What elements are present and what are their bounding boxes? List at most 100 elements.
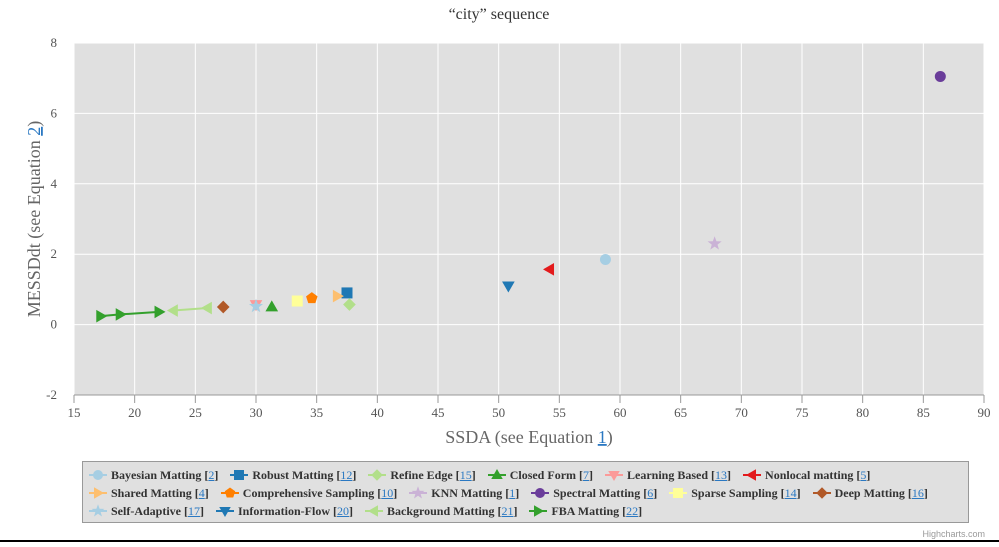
series-shared-matting bbox=[332, 289, 344, 303]
plot-area bbox=[74, 43, 984, 395]
triangle-right-icon bbox=[89, 487, 107, 499]
data-point-background-matting[interactable] bbox=[200, 301, 212, 315]
x-tick-label: 50 bbox=[492, 405, 505, 420]
y-axis-equation-link[interactable]: 2 bbox=[24, 127, 44, 136]
credits-link[interactable]: Highcharts.com bbox=[922, 529, 985, 539]
x-axis-equation-link[interactable]: 1 bbox=[598, 427, 607, 447]
series-fba-matting bbox=[96, 305, 166, 323]
legend-label: Refine Edge [ bbox=[390, 467, 460, 482]
legend-item-nonlocal-matting[interactable]: Nonlocal matting [5] bbox=[743, 468, 870, 483]
x-tick-label: 45 bbox=[432, 405, 445, 420]
legend-item-comprehensive-sampling[interactable]: Comprehensive Sampling [10] bbox=[220, 485, 398, 501]
data-point-nonlocal-matting[interactable] bbox=[543, 263, 555, 276]
legend-citation-link[interactable]: 17 bbox=[188, 503, 200, 518]
data-point-self-adaptive[interactable] bbox=[248, 298, 264, 313]
legend-citation-link[interactable]: 21 bbox=[501, 503, 514, 518]
legend-label-suffix: ] bbox=[393, 485, 398, 500]
legend-item-spectral-matting[interactable]: Spectral Matting [6] bbox=[531, 486, 657, 501]
legend-item-bayesian-matting[interactable]: Bayesian Matting [2] bbox=[89, 468, 218, 483]
legend-citation-link[interactable]: 20 bbox=[337, 503, 349, 518]
legend-citation-link[interactable]: 10 bbox=[381, 485, 394, 500]
triangle-right-icon bbox=[529, 505, 548, 517]
data-point-closed-form[interactable] bbox=[265, 300, 279, 312]
triangle-left-icon bbox=[365, 505, 383, 517]
legend-label-suffix: ] bbox=[204, 485, 209, 500]
data-point-shared-matting[interactable] bbox=[332, 289, 344, 303]
legend-label-suffix: ] bbox=[214, 467, 219, 482]
x-axis-title: SSDA (see Equation 1) bbox=[445, 427, 613, 448]
square-icon bbox=[230, 470, 249, 480]
circle-icon bbox=[531, 488, 550, 498]
x-tick-label: 90 bbox=[978, 405, 991, 420]
legend-citation-link[interactable]: 2 bbox=[208, 467, 215, 482]
legend-label-suffix: ] bbox=[589, 467, 594, 482]
legend-item-refine-edge[interactable]: Refine Edge [15] bbox=[368, 467, 476, 483]
data-point-deep-matting[interactable] bbox=[216, 300, 230, 314]
y-axis-title: MESSDdt (see Equation 2) bbox=[24, 121, 45, 318]
legend-label: Deep Matting [ bbox=[834, 485, 912, 500]
legend-item-shared-matting[interactable]: Shared Matting [4] bbox=[89, 486, 209, 501]
data-point-knn-matting[interactable] bbox=[707, 236, 722, 250]
series-deep-matting bbox=[216, 300, 230, 314]
legend-item-information-flow[interactable]: Information-Flow [20] bbox=[216, 504, 353, 519]
legend-citation-link[interactable]: 5 bbox=[860, 467, 867, 482]
legend-citation-link[interactable]: 14 bbox=[784, 485, 797, 500]
legend-label: Background Matting [ bbox=[387, 503, 502, 518]
data-point-spectral-matting[interactable] bbox=[934, 70, 946, 82]
legend-citation-link[interactable]: 13 bbox=[715, 467, 728, 482]
data-point-refine-edge[interactable] bbox=[343, 298, 356, 311]
legend-citation-link[interactable]: 1 bbox=[509, 485, 516, 500]
circle-icon bbox=[89, 470, 107, 480]
legend-item-learning-based[interactable]: Learning Based [13] bbox=[605, 468, 731, 483]
legend-label: Self-Adaptive [ bbox=[111, 503, 188, 518]
legend-item-fba-matting[interactable]: FBA Matting [22] bbox=[529, 504, 642, 519]
series-self-adaptive bbox=[248, 298, 264, 313]
bottom-rule bbox=[0, 540, 999, 542]
x-tick-label: 65 bbox=[674, 405, 687, 420]
legend-citation-link[interactable]: 12 bbox=[340, 467, 353, 482]
data-point-sparse-sampling[interactable] bbox=[291, 295, 303, 307]
legend-label-suffix: ] bbox=[866, 467, 871, 482]
legend-label: FBA Matting [ bbox=[551, 503, 627, 518]
y-tick-label: 2 bbox=[51, 246, 58, 261]
data-point-fba-matting[interactable] bbox=[96, 309, 108, 323]
legend-citation-link[interactable]: 15 bbox=[459, 467, 472, 482]
data-point-information-flow[interactable] bbox=[502, 281, 515, 293]
series-sparse-sampling bbox=[291, 295, 303, 307]
legend-item-robust-matting[interactable]: Robust Matting [12] bbox=[230, 468, 356, 483]
legend-row: Shared Matting [4] Comprehensive Sampling… bbox=[89, 484, 962, 502]
triangle-up-icon bbox=[487, 469, 506, 479]
series-spectral-matting bbox=[934, 70, 946, 82]
series-layer bbox=[96, 70, 946, 323]
legend-citation-link[interactable]: 22 bbox=[626, 503, 639, 518]
legend-item-closed-form[interactable]: Closed Form [7] bbox=[487, 467, 594, 483]
data-point-bayesian-matting[interactable] bbox=[599, 253, 611, 265]
legend-label: Spectral Matting [ bbox=[553, 485, 648, 500]
legend-label: Bayesian Matting [ bbox=[111, 467, 209, 482]
legend-item-deep-matting[interactable]: Deep Matting [16] bbox=[812, 485, 928, 501]
legend-citation-link[interactable]: 6 bbox=[647, 485, 654, 500]
data-point-robust-matting[interactable] bbox=[341, 287, 353, 299]
y-tick-label: 0 bbox=[51, 317, 58, 332]
legend-citation-link[interactable]: 7 bbox=[583, 467, 590, 482]
x-tick-label: 20 bbox=[128, 405, 141, 420]
data-point-comprehensive-sampling[interactable] bbox=[306, 292, 318, 304]
legend-item-self-adaptive[interactable]: Self-Adaptive [17] bbox=[89, 504, 204, 519]
y-tick-label: 8 bbox=[51, 35, 58, 50]
legend-item-sparse-sampling[interactable]: Sparse Sampling [14] bbox=[669, 485, 801, 501]
data-point-background-matting[interactable] bbox=[166, 304, 178, 317]
legend-label-suffix: ] bbox=[638, 503, 643, 518]
triangle-down-icon bbox=[216, 507, 234, 517]
y-tick-label: 4 bbox=[51, 176, 58, 191]
legend-label: Sparse Sampling [ bbox=[691, 485, 785, 500]
data-point-fba-matting[interactable] bbox=[154, 305, 166, 319]
legend-item-knn-matting[interactable]: KNN Matting [1] bbox=[409, 486, 519, 501]
legend-citation-link[interactable]: 16 bbox=[911, 485, 924, 500]
legend-citation-link[interactable]: 4 bbox=[198, 485, 205, 500]
legend-item-background-matting[interactable]: Background Matting [21] bbox=[365, 504, 517, 519]
legend-label-suffix: ] bbox=[200, 503, 204, 518]
series-knn-matting bbox=[707, 236, 722, 250]
x-tick-label: 30 bbox=[250, 405, 263, 420]
data-point-fba-matting[interactable] bbox=[115, 308, 127, 321]
